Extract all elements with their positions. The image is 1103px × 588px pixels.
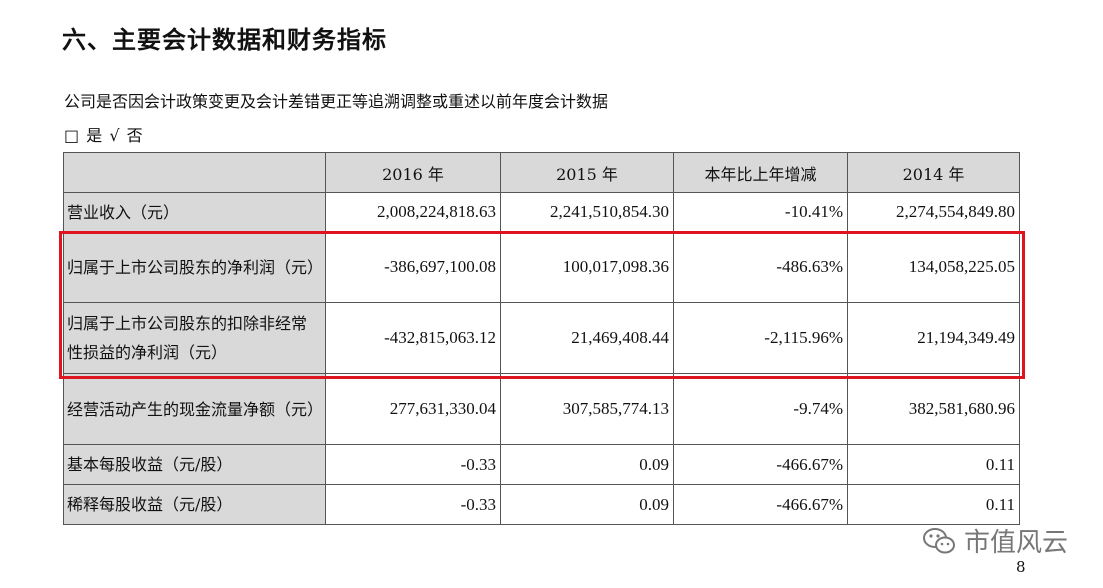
- table-row: 营业收入（元） 2,008,224,818.63 2,241,510,854.3…: [63, 192, 1020, 232]
- table-cell: 0.09: [500, 444, 674, 485]
- financial-indicators-table: 2016 年 2015 年 本年比上年增减 2014 年 营业收入（元） 2,0…: [63, 152, 1020, 525]
- restatement-note: 公司是否因会计政策变更及会计差错更正等追溯调整或重述以前年度会计数据: [64, 92, 609, 111]
- table-cell: -10.41%: [673, 192, 848, 232]
- table-cell: 2,241,510,854.30: [500, 192, 674, 232]
- table-cell: -466.67%: [673, 444, 848, 485]
- section-heading: 六、主要会计数据和财务指标: [62, 26, 387, 54]
- table-cell: -0.33: [325, 444, 501, 485]
- row-label: 基本每股收益（元/股）: [63, 444, 326, 485]
- table-cell: 21,194,349.49: [847, 302, 1020, 374]
- column-header: [63, 152, 326, 193]
- table-cell: -9.74%: [673, 373, 848, 445]
- table-cell: -386,697,100.08: [325, 231, 501, 303]
- table-cell: -432,815,063.12: [325, 302, 501, 374]
- table-cell: -486.63%: [673, 231, 848, 303]
- table-cell: 2,008,224,818.63: [325, 192, 501, 232]
- choice-yes-label: 是: [86, 126, 104, 145]
- row-label: 归属于上市公司股东的扣除非经常性损益的净利润（元）: [63, 302, 326, 374]
- restatement-choice: □ 是 √ 否: [64, 122, 144, 146]
- table-row: 稀释每股收益（元/股） -0.33 0.09 -466.67% 0.11: [63, 484, 1020, 525]
- table-row: 经营活动产生的现金流量净额（元） 277,631,330.04 307,585,…: [63, 373, 1020, 445]
- column-header: 2014 年: [847, 152, 1020, 193]
- table-cell: 134,058,225.05: [847, 231, 1020, 303]
- watermark-text: 市值风云: [964, 528, 1069, 558]
- table-cell: 0.11: [847, 484, 1020, 525]
- table-row: 基本每股收益（元/股） -0.33 0.09 -466.67% 0.11: [63, 444, 1020, 485]
- row-label: 营业收入（元）: [63, 192, 326, 232]
- table-cell: -0.33: [325, 484, 501, 525]
- row-label: 稀释每股收益（元/股）: [63, 484, 326, 525]
- checkbox-empty-icon: □: [64, 126, 81, 145]
- table-row: 归属于上市公司股东的扣除非经常性损益的净利润（元） -432,815,063.1…: [63, 302, 1020, 374]
- page-number: 8: [1016, 558, 1026, 576]
- column-header: 2016 年: [325, 152, 501, 193]
- choice-no-label: 否: [126, 126, 144, 145]
- table-cell: 307,585,774.13: [500, 373, 674, 445]
- table-row: 归属于上市公司股东的净利润（元） -386,697,100.08 100,017…: [63, 231, 1020, 303]
- checkmark-icon: √: [109, 126, 121, 145]
- wechat-icon: [923, 527, 955, 553]
- table-cell: 2,274,554,849.80: [847, 192, 1020, 232]
- table-cell: 21,469,408.44: [500, 302, 674, 374]
- watermark: 市值风云: [922, 522, 1068, 559]
- table-cell: 0.09: [500, 484, 674, 525]
- column-header: 2015 年: [500, 152, 674, 193]
- row-label: 归属于上市公司股东的净利润（元）: [63, 231, 326, 303]
- table-cell: 382,581,680.96: [847, 373, 1020, 445]
- table-cell: -2,115.96%: [673, 302, 848, 374]
- table-cell: 277,631,330.04: [325, 373, 501, 445]
- column-header: 本年比上年增减: [673, 152, 848, 193]
- table-cell: 0.11: [847, 444, 1020, 485]
- table-header-row: 2016 年 2015 年 本年比上年增减 2014 年: [63, 152, 1020, 193]
- table-cell: -466.67%: [673, 484, 848, 525]
- row-label: 经营活动产生的现金流量净额（元）: [63, 373, 326, 445]
- table-cell: 100,017,098.36: [500, 231, 674, 303]
